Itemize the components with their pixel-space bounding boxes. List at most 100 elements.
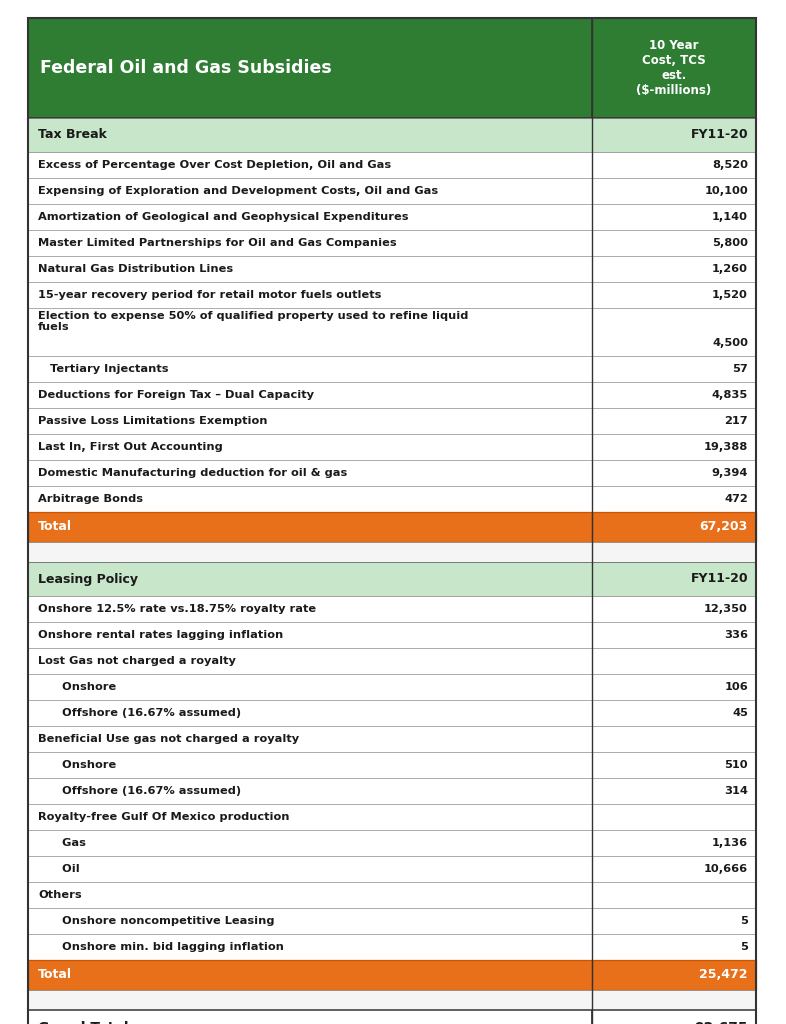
- Bar: [28, 512, 592, 542]
- Text: 45: 45: [732, 708, 748, 718]
- Text: 4,500: 4,500: [712, 338, 748, 347]
- Bar: [592, 934, 756, 961]
- Bar: [592, 674, 756, 700]
- Text: Natural Gas Distribution Lines: Natural Gas Distribution Lines: [38, 264, 233, 274]
- Text: 9,394: 9,394: [711, 468, 748, 478]
- Bar: [28, 990, 592, 1010]
- Text: Onshore: Onshore: [38, 682, 116, 692]
- Text: Others: Others: [38, 890, 82, 900]
- Text: Expensing of Exploration and Development Costs, Oil and Gas: Expensing of Exploration and Development…: [38, 186, 438, 196]
- Text: 1,136: 1,136: [712, 838, 748, 848]
- Text: Federal Oil and Gas Subsidies: Federal Oil and Gas Subsidies: [40, 59, 332, 77]
- Bar: [28, 308, 592, 356]
- Bar: [28, 830, 592, 856]
- Text: 19,388: 19,388: [703, 442, 748, 452]
- Bar: [592, 778, 756, 804]
- Bar: [592, 856, 756, 882]
- Text: Total: Total: [38, 520, 72, 534]
- Bar: [28, 356, 592, 382]
- Text: 8,520: 8,520: [712, 160, 748, 170]
- Text: Domestic Manufacturing deduction for oil & gas: Domestic Manufacturing deduction for oil…: [38, 468, 347, 478]
- Bar: [28, 542, 592, 562]
- Bar: [28, 178, 592, 204]
- Bar: [28, 934, 592, 961]
- Bar: [28, 674, 592, 700]
- Text: 15-year recovery period for retail motor fuels outlets: 15-year recovery period for retail motor…: [38, 290, 381, 300]
- Text: 106: 106: [724, 682, 748, 692]
- Bar: [28, 408, 592, 434]
- Text: 10,666: 10,666: [704, 864, 748, 874]
- Bar: [28, 752, 592, 778]
- Text: Amortization of Geological and Geophysical Expenditures: Amortization of Geological and Geophysic…: [38, 212, 409, 222]
- Bar: [28, 434, 592, 460]
- Text: Tertiary Injectants: Tertiary Injectants: [38, 364, 168, 374]
- Text: 10,100: 10,100: [704, 186, 748, 196]
- Text: Master Limited Partnerships for Oil and Gas Companies: Master Limited Partnerships for Oil and …: [38, 238, 397, 248]
- Bar: [28, 648, 592, 674]
- Bar: [592, 648, 756, 674]
- Bar: [592, 622, 756, 648]
- Bar: [28, 118, 592, 152]
- Text: Deductions for Foreign Tax – Dual Capacity: Deductions for Foreign Tax – Dual Capaci…: [38, 390, 314, 400]
- Bar: [28, 700, 592, 726]
- Bar: [28, 726, 592, 752]
- Text: 1,520: 1,520: [712, 290, 748, 300]
- Text: 314: 314: [724, 786, 748, 796]
- Bar: [592, 908, 756, 934]
- Bar: [28, 804, 592, 830]
- Text: 217: 217: [725, 416, 748, 426]
- Text: 510: 510: [725, 760, 748, 770]
- Text: Offshore (16.67% assumed): Offshore (16.67% assumed): [38, 786, 241, 796]
- Bar: [28, 961, 592, 990]
- Bar: [592, 204, 756, 230]
- Bar: [28, 460, 592, 486]
- Bar: [28, 382, 592, 408]
- Bar: [592, 486, 756, 512]
- Text: 10 Year
Cost, TCS
est.
($-millions): 10 Year Cost, TCS est. ($-millions): [637, 39, 712, 97]
- Text: Oil: Oil: [38, 864, 79, 874]
- Text: 4,835: 4,835: [712, 390, 748, 400]
- Text: 1,260: 1,260: [712, 264, 748, 274]
- Bar: [592, 118, 756, 152]
- Text: Offshore (16.67% assumed): Offshore (16.67% assumed): [38, 708, 241, 718]
- Text: Excess of Percentage Over Cost Depletion, Oil and Gas: Excess of Percentage Over Cost Depletion…: [38, 160, 391, 170]
- Bar: [592, 1010, 756, 1024]
- Bar: [592, 178, 756, 204]
- Bar: [28, 204, 592, 230]
- Bar: [28, 152, 592, 178]
- Bar: [28, 1010, 592, 1024]
- Bar: [28, 562, 592, 596]
- Bar: [28, 856, 592, 882]
- Bar: [28, 596, 592, 622]
- Bar: [28, 18, 756, 118]
- Text: 92,675: 92,675: [694, 1021, 748, 1024]
- Bar: [592, 308, 756, 356]
- Text: Leasing Policy: Leasing Policy: [38, 572, 138, 586]
- Bar: [28, 282, 592, 308]
- Bar: [592, 18, 756, 118]
- Bar: [592, 830, 756, 856]
- Bar: [28, 486, 592, 512]
- Bar: [28, 230, 592, 256]
- Text: 336: 336: [724, 630, 748, 640]
- Text: Election to expense 50% of qualified property used to refine liquid
fuels: Election to expense 50% of qualified pro…: [38, 310, 468, 332]
- Bar: [592, 408, 756, 434]
- Text: Onshore min. bid lagging inflation: Onshore min. bid lagging inflation: [38, 942, 284, 952]
- Bar: [592, 512, 756, 542]
- Text: 25,472: 25,472: [700, 969, 748, 981]
- Text: Onshore noncompetitive Leasing: Onshore noncompetitive Leasing: [38, 916, 274, 926]
- Text: Last In, First Out Accounting: Last In, First Out Accounting: [38, 442, 222, 452]
- Bar: [592, 230, 756, 256]
- Bar: [592, 990, 756, 1010]
- Bar: [592, 882, 756, 908]
- Text: FY11-20: FY11-20: [690, 572, 748, 586]
- Text: Lost Gas not charged a royalty: Lost Gas not charged a royalty: [38, 656, 236, 666]
- Text: 67,203: 67,203: [700, 520, 748, 534]
- Text: 57: 57: [733, 364, 748, 374]
- Bar: [592, 382, 756, 408]
- Text: 5: 5: [740, 942, 748, 952]
- Bar: [592, 152, 756, 178]
- Bar: [592, 961, 756, 990]
- Bar: [28, 908, 592, 934]
- Text: FY11-20: FY11-20: [690, 128, 748, 141]
